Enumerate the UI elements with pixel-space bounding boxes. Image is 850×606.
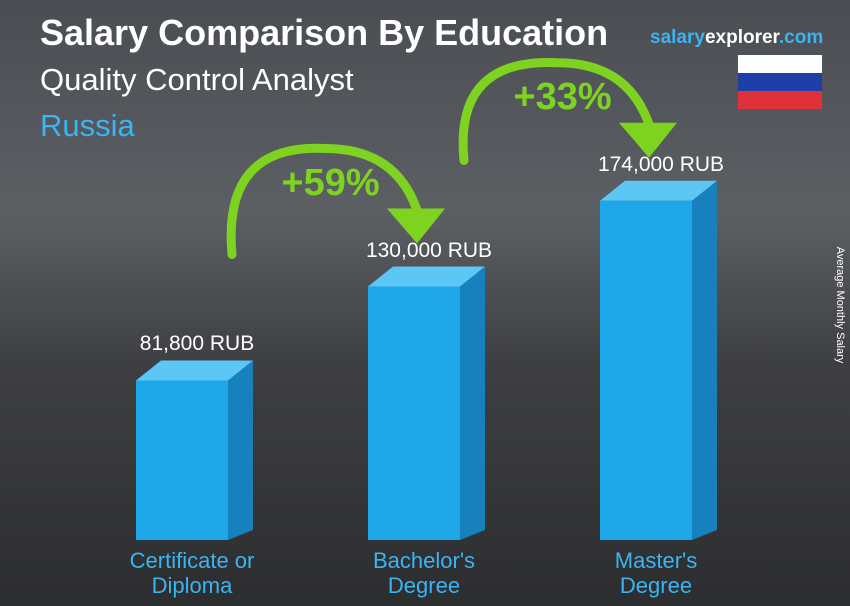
annotation: +59% <box>281 161 380 204</box>
logo-part: salary <box>650 27 705 48</box>
flag-white <box>738 55 822 73</box>
arrow-head <box>619 122 677 158</box>
bar-top <box>136 360 253 381</box>
arrow <box>226 143 424 259</box>
bar-side <box>460 266 485 540</box>
bar-top <box>600 180 717 201</box>
bar <box>136 380 228 540</box>
bar-side <box>228 360 253 540</box>
value-label: 130,000 RUB <box>365 238 493 262</box>
flag-red <box>738 91 822 109</box>
arrow-head <box>387 208 445 244</box>
value-label: 174,000 RUB <box>597 152 725 176</box>
bar <box>600 200 692 540</box>
y-axis-label: Average Monthly Salary <box>834 246 846 364</box>
bar-side <box>692 180 717 540</box>
bar-top <box>368 266 485 287</box>
x-tick-label: Bachelor's Degree <box>372 548 476 598</box>
value-label: 81,800 RUB <box>139 332 255 356</box>
x-tick-label: Certificate or Diploma <box>129 548 255 598</box>
logo-part: .com <box>778 27 824 48</box>
flag-blue <box>738 73 822 91</box>
bar <box>368 286 460 540</box>
logo: salaryexplorer.com <box>650 27 823 49</box>
chart-subtitle: Quality Control Analyst <box>40 62 354 97</box>
annotation: +33% <box>513 75 612 118</box>
x-tick-label: Master's Degree <box>614 548 698 598</box>
country: Russia <box>40 108 135 143</box>
chart-title: Salary Comparison By Education <box>40 12 609 53</box>
arrow <box>458 58 656 165</box>
logo-part: explorer <box>704 27 779 48</box>
